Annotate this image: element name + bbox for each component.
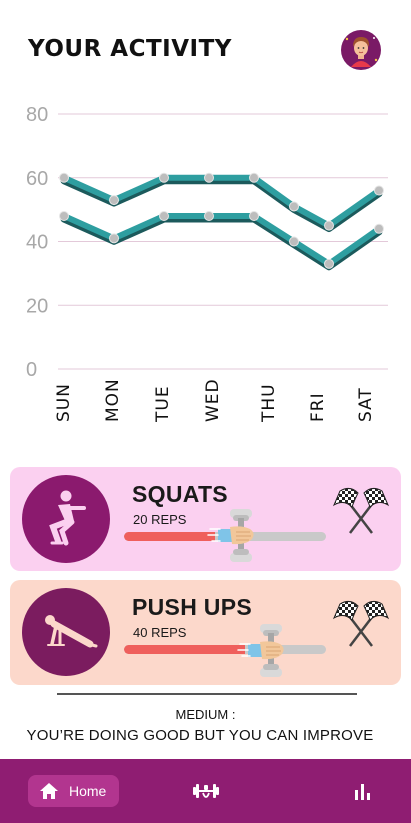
data-point	[109, 195, 119, 206]
data-point	[204, 211, 214, 221]
data-point	[374, 185, 384, 196]
activity-message: YOU’RE DOING GOOD BUT YOU CAN IMPROVE	[26, 727, 374, 744]
data-point	[324, 258, 334, 269]
exercise-avatar-circle	[22, 588, 110, 676]
x-tick-label: SUN	[54, 383, 74, 422]
y-tick-label: 80	[26, 104, 48, 126]
activity-line-chart: 0 20 40 60 80 SUN MON TUE WED THU FRI SAT	[26, 104, 388, 423]
activity-level: MEDIUM :	[175, 707, 236, 722]
data-point	[109, 233, 119, 244]
y-tick-label: 60	[26, 168, 48, 190]
x-tick-label: WED	[203, 378, 223, 422]
checkered-flags-icon	[332, 600, 390, 647]
x-tick-label: THU	[259, 383, 279, 423]
series-line	[61, 174, 382, 229]
progress-bar-fill	[124, 532, 215, 541]
y-tick-label: 20	[26, 295, 48, 317]
dumbbell-hand-icon[interactable]	[206, 505, 266, 569]
dumbbell-hand-icon[interactable]	[236, 620, 296, 684]
exercise-reps: 40 REPS	[133, 625, 187, 640]
data-point	[324, 220, 334, 231]
exercise-reps: 20 REPS	[133, 512, 187, 527]
data-point	[249, 172, 259, 183]
progress-bar-fill	[124, 645, 246, 654]
data-point	[374, 223, 384, 234]
bottom-nav: Home	[0, 759, 411, 823]
data-point	[59, 172, 69, 183]
exercise-name: PUSH UPS	[132, 594, 252, 620]
x-tick-label: MON	[103, 378, 123, 422]
exercise-avatar-circle	[22, 475, 110, 563]
squat-figure-icon	[49, 490, 86, 546]
header: YOUR ACTIVITY	[0, 0, 411, 100]
bar-chart-icon[interactable]	[352, 781, 374, 801]
data-point	[59, 211, 69, 221]
y-tick-label: 40	[26, 232, 48, 254]
progress-bar	[124, 645, 326, 654]
data-point	[159, 172, 169, 183]
dumbbell-icon[interactable]	[192, 779, 220, 803]
x-tick-label: SAT	[356, 387, 376, 422]
data-point	[159, 211, 169, 221]
pushup-figure-icon	[45, 615, 98, 648]
page-title: YOUR ACTIVITY	[28, 36, 232, 62]
data-point	[289, 236, 299, 247]
nav-home-label: Home	[69, 783, 107, 799]
checkered-flags-icon	[332, 487, 390, 534]
home-icon	[40, 783, 58, 799]
exercise-card-squats[interactable]: SQUATS 20 REPS	[10, 467, 401, 571]
x-tick-label: FRI	[308, 392, 328, 422]
series-line	[61, 213, 382, 267]
y-tick-label: 0	[26, 359, 37, 381]
data-point	[289, 201, 299, 212]
divider	[57, 693, 357, 695]
user-avatar-icon[interactable]	[340, 29, 382, 71]
exercise-name: SQUATS	[132, 481, 228, 507]
data-point	[249, 211, 259, 221]
nav-home-button[interactable]: Home	[28, 775, 119, 807]
data-point	[204, 172, 214, 183]
exercise-card-pushups[interactable]: PUSH UPS 40 REPS	[10, 580, 401, 685]
x-tick-label: TUE	[153, 385, 173, 423]
